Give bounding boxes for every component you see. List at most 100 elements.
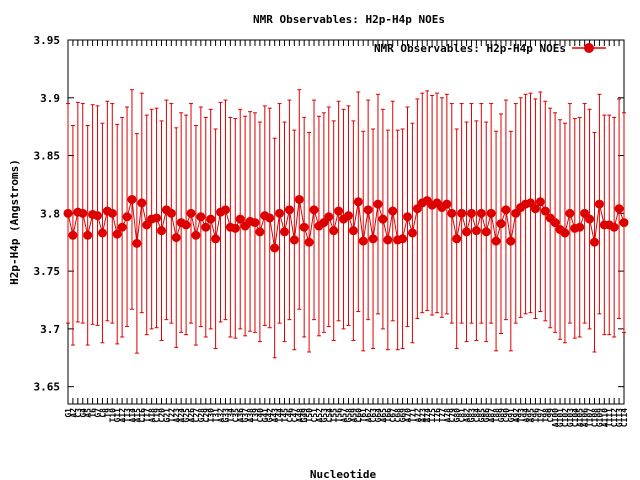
data-point xyxy=(619,218,629,228)
x-tick-label: G28 xyxy=(197,408,206,423)
x-tick-label: T6 xyxy=(89,408,98,418)
y-tick-label: 3.95 xyxy=(34,34,61,47)
data-point xyxy=(565,208,575,218)
legend-label: NMR Observables: H2p-H4p NOEs xyxy=(374,42,566,55)
x-tick-label: C46 xyxy=(285,408,294,423)
x-tick-label: A100 xyxy=(551,408,560,427)
x-tick-label: T107 xyxy=(586,408,595,427)
x-tick-label: G7 xyxy=(94,408,103,418)
data-point xyxy=(575,222,585,232)
x-tick-label: A32 xyxy=(217,408,226,423)
x-tick-label: G69 xyxy=(399,408,408,423)
data-point xyxy=(398,234,408,244)
x-tick-label: A82 xyxy=(463,408,472,423)
data-point xyxy=(388,206,398,216)
data-point xyxy=(265,213,275,223)
x-tick-label: C68 xyxy=(394,408,403,423)
x-tick-label: C35 xyxy=(231,408,240,423)
x-tick-label: A106 xyxy=(581,408,590,427)
x-tick-label: G83 xyxy=(467,408,476,423)
data-point xyxy=(403,212,413,222)
x-tick-label: C108 xyxy=(590,408,599,427)
x-tick-label: A70 xyxy=(404,408,413,423)
x-tick-label: A15 xyxy=(133,408,142,423)
data-point xyxy=(181,220,191,230)
data-point xyxy=(530,204,540,214)
x-tick-label: T44 xyxy=(276,408,285,423)
x-tick-label: G49 xyxy=(300,408,309,423)
x-tick-label: G80 xyxy=(453,408,462,423)
data-point xyxy=(220,205,230,215)
data-point xyxy=(294,194,304,204)
data-point xyxy=(250,218,260,228)
data-point xyxy=(348,226,358,236)
y-tick-label: 3.85 xyxy=(34,150,61,163)
x-tick-label: G101 xyxy=(556,408,565,427)
data-point xyxy=(171,233,181,243)
x-tick-label: C67 xyxy=(389,408,398,423)
x-tick-label: A74 xyxy=(423,408,432,423)
x-tick-label: T56 xyxy=(335,408,344,423)
x-tick-label: G53 xyxy=(320,408,329,423)
x-tick-label: G109 xyxy=(595,408,604,427)
data-point xyxy=(496,219,506,229)
x-tick-label: T50 xyxy=(305,408,314,423)
x-tick-label: T77 xyxy=(438,408,447,423)
x-tick-label: C20 xyxy=(157,408,166,423)
x-tick-label: C3 xyxy=(74,408,83,418)
data-point xyxy=(466,208,476,218)
x-tick-label: C102 xyxy=(561,408,570,427)
x-tick-label: T88 xyxy=(492,408,501,423)
data-point xyxy=(206,214,216,224)
x-tick-label: A12 xyxy=(118,408,127,423)
data-point xyxy=(560,228,570,238)
x-tick-label: A65 xyxy=(379,408,388,423)
chart-title: NMR Observables: H2p-H4p NOEs xyxy=(253,13,445,26)
x-tick-label: A36 xyxy=(236,408,245,423)
data-point xyxy=(481,227,491,237)
x-tick-label: C47 xyxy=(290,408,299,423)
x-tick-label: A73 xyxy=(418,408,427,423)
legend-marker xyxy=(584,43,594,53)
x-tick-label: T17 xyxy=(143,408,152,423)
x-tick-label: G85 xyxy=(477,408,486,423)
data-point xyxy=(93,211,103,221)
data-point xyxy=(309,205,319,215)
data-point xyxy=(609,222,619,232)
data-point xyxy=(491,236,501,246)
y-tick-label: 3.7 xyxy=(40,323,60,336)
data-point xyxy=(78,208,88,218)
x-axis-label: Nucleotide xyxy=(310,468,377,480)
x-tick-label: A95 xyxy=(527,408,536,423)
x-tick-label: G4 xyxy=(79,408,88,418)
x-tick-label: G1 xyxy=(64,408,73,418)
x-tick-label: T93 xyxy=(517,408,526,423)
x-tick-label: T76 xyxy=(433,408,442,423)
x-tick-label: A110 xyxy=(600,408,609,427)
data-point xyxy=(407,228,417,238)
x-tick-label: C19 xyxy=(153,408,162,423)
x-tick-label: C81 xyxy=(458,408,467,423)
data-point xyxy=(127,194,137,204)
x-tick-label: T30 xyxy=(207,408,216,423)
data-point xyxy=(117,222,127,232)
x-tick-label: T45 xyxy=(280,408,289,423)
x-tick-label: G33 xyxy=(221,408,230,423)
x-tick-label: G41 xyxy=(261,408,270,423)
x-tick-label: A14 xyxy=(128,408,137,423)
data-point xyxy=(107,208,117,218)
x-tick-label: G103 xyxy=(566,408,575,427)
data-point xyxy=(486,208,496,218)
x-tick-label: A52 xyxy=(315,408,324,423)
data-point xyxy=(383,235,393,245)
data-point xyxy=(122,212,132,222)
x-tick-label: G11 xyxy=(113,408,122,423)
x-tick-label: T97 xyxy=(536,408,545,423)
y-tick-label: 3.9 xyxy=(40,92,60,105)
x-tick-label: T10 xyxy=(108,408,117,423)
x-tick-label: A87 xyxy=(487,408,496,423)
data-point xyxy=(299,222,309,232)
x-tick-label: G25 xyxy=(182,408,191,423)
data-point xyxy=(476,208,486,218)
legend: NMR Observables: H2p-H4p NOEs xyxy=(374,42,606,55)
